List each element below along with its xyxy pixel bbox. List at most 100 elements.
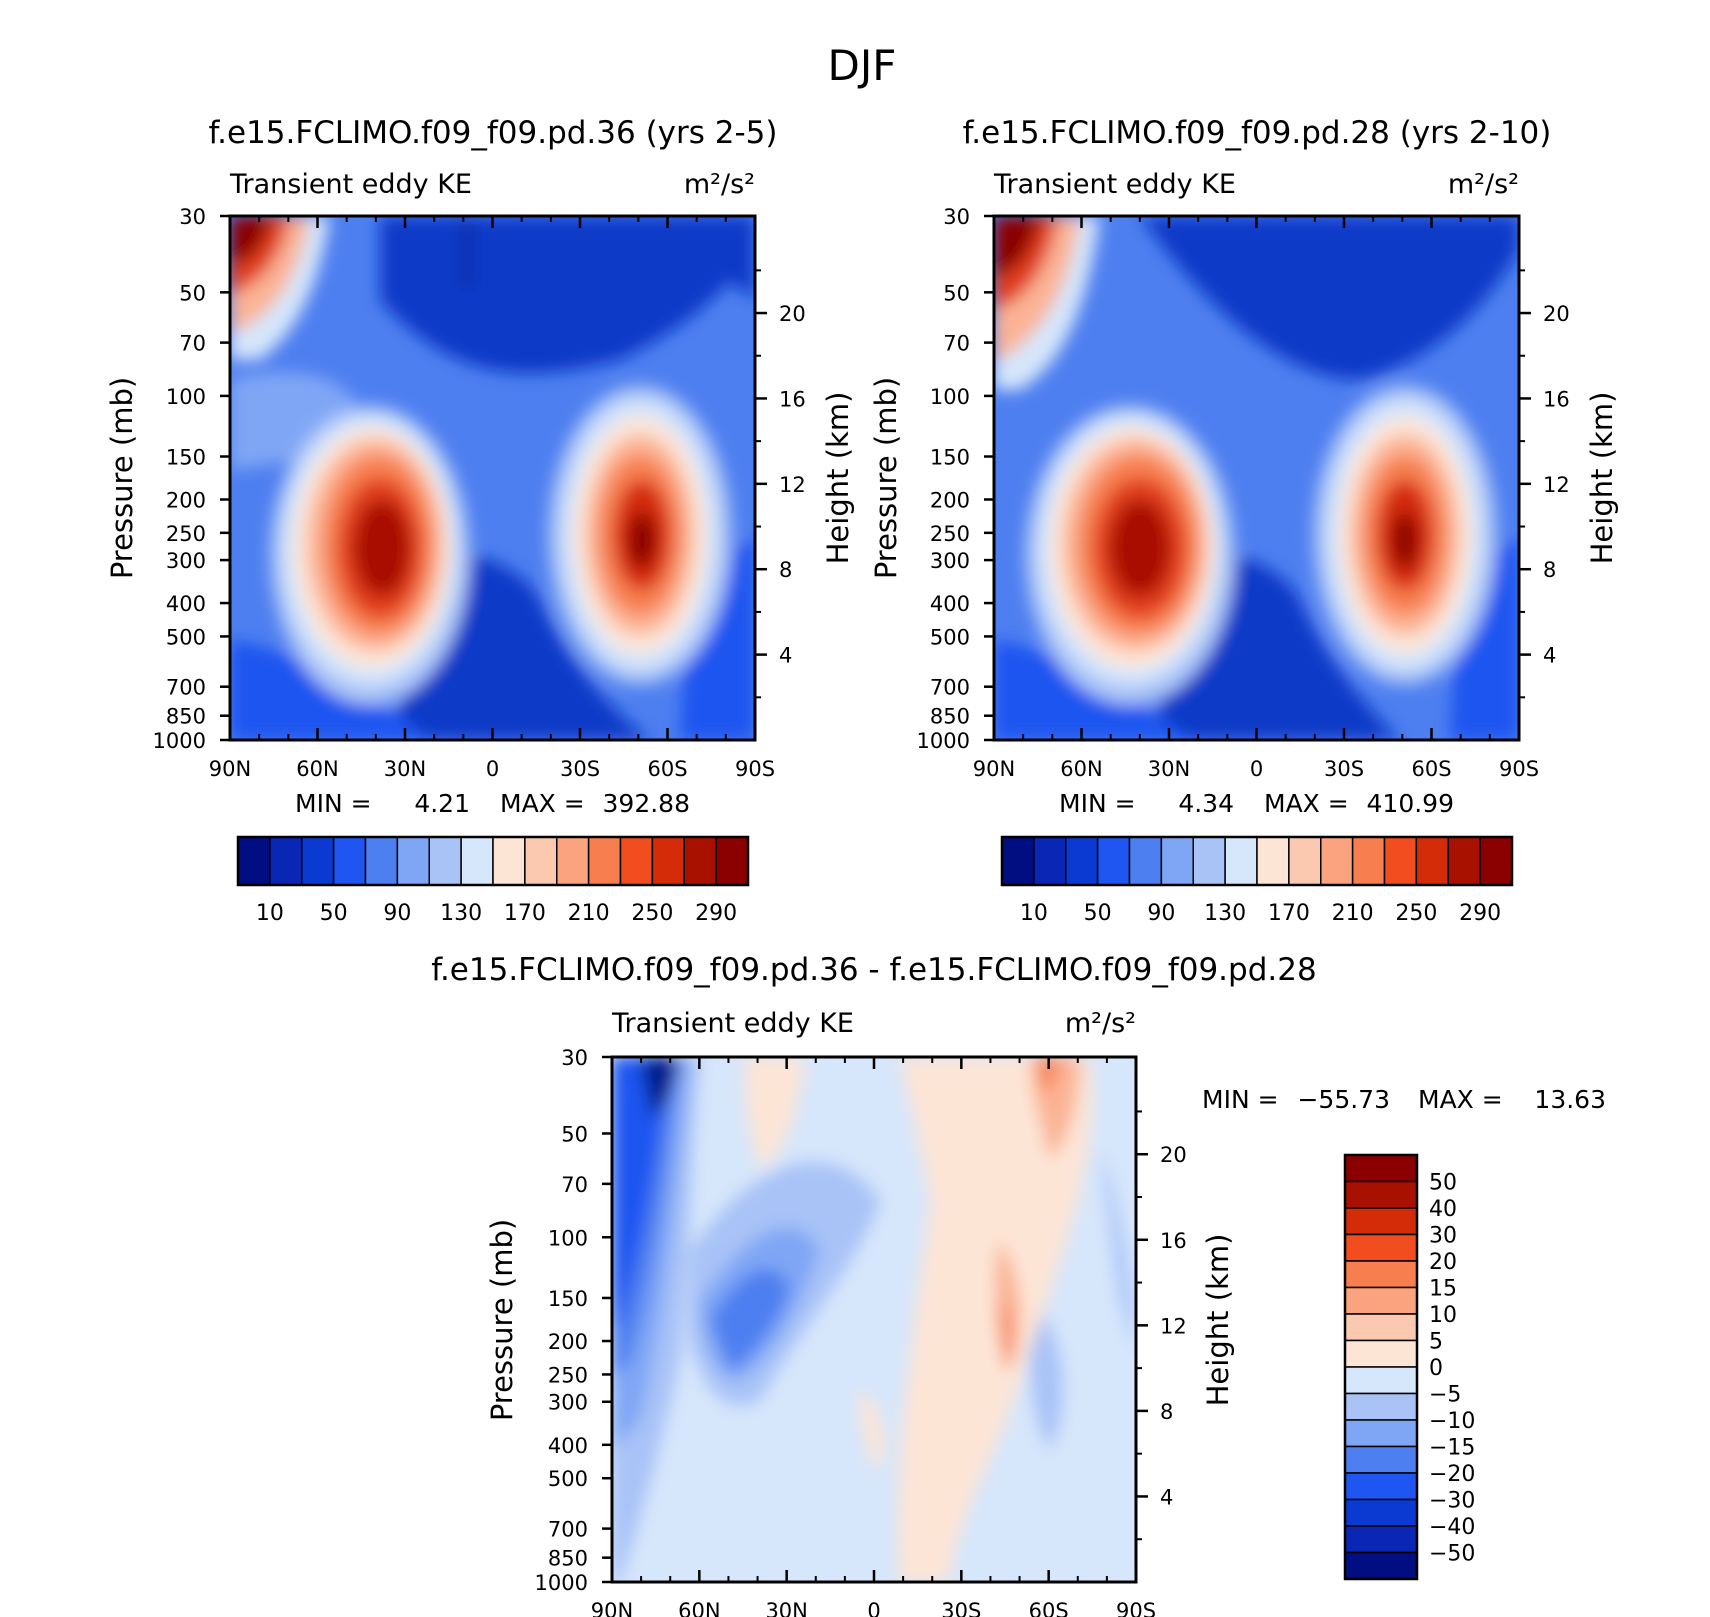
panel-a-units: m²/s² [684,169,755,200]
y-tick-label: 300 [548,1391,588,1415]
y-right-tick-label: 20 [1160,1143,1187,1167]
colorbar-swatch [1224,836,1258,886]
x-tick-label: 60N [678,1599,720,1617]
y-right-tick-label: 4 [779,644,792,668]
y-tick-label: 400 [930,592,970,616]
y-right-tick-label: 4 [1160,1485,1173,1509]
panel-a-colorbar: 10 50 90 130 170 210 250 290 [236,835,750,926]
y-tick-label: 850 [930,705,970,729]
x-tick-label: 30N [765,1599,807,1617]
colorbar-label: 5 [1429,1330,1443,1355]
colorbar-frame [236,835,750,887]
panel-a-contours [230,216,755,740]
colorbar-swatch [1479,836,1513,886]
panel-b: f.e15.FCLIMO.f09_f09.pd.28 (yrs 2-10) Tr… [869,115,1619,926]
panel-c-contours [612,1057,1136,1582]
panel-b-min-label: MIN = [1059,789,1136,818]
panel-a-min-value: 4.21 [414,789,470,818]
x-tick-label: 60S [647,757,687,781]
y-tick-label: 250 [930,522,970,546]
colorbar-label: 170 [504,901,546,926]
x-tick-label: 60N [1060,757,1102,781]
panel-c-ylabel: Pressure (mb) [485,1219,519,1421]
colorbar-label: 210 [568,901,610,926]
x-tick-label: 90N [973,757,1015,781]
y-tick-label: 50 [943,281,970,305]
y-right-tick-label: 12 [1543,473,1570,497]
y-tick-label: 700 [166,676,206,700]
y-tick-label: 300 [930,549,970,573]
x-tick-label: 90S [735,757,775,781]
colorbar-swatch [1256,836,1290,886]
colorbar-swatch [683,836,717,886]
x-tick-label: 90S [1116,1599,1156,1617]
panel-a-ylabel-right: Height (km) [821,392,855,565]
y-right-tick-label: 20 [1543,302,1570,326]
y-tick-label: 50 [179,281,206,305]
colorbar-label: −20 [1429,1462,1475,1487]
y-tick-label: 300 [166,549,206,573]
colorbar-label: 10 [1429,1303,1457,1328]
x-tick-label: 90N [591,1599,633,1617]
colorbar-label: 10 [256,901,284,926]
y-right-tick-label: 16 [779,387,806,411]
y-tick-label: 400 [548,1434,588,1458]
y-tick-label: 200 [930,488,970,512]
colorbar-frame [1000,835,1514,887]
colorbar-swatch [1192,836,1226,886]
colorbar-label: 30 [1429,1224,1457,1249]
x-tick-label: 90S [1499,757,1539,781]
colorbar-swatch [1344,1366,1418,1395]
y-tick-label: 500 [166,625,206,649]
colorbar-label: 90 [1147,901,1175,926]
y-tick-label: 50 [561,1122,588,1146]
colorbar-swatch [1344,1207,1418,1236]
colorbar-swatch [1344,1313,1418,1342]
colorbar-label: 10 [1020,901,1048,926]
colorbar-label: −10 [1429,1409,1475,1434]
colorbar-label: 130 [440,901,482,926]
panel-b-title: f.e15.FCLIMO.f09_f09.pd.28 (yrs 2-10) [963,115,1552,151]
y-tick-label: 250 [548,1363,588,1387]
colorbar-label: 20 [1429,1250,1457,1275]
colorbar-swatch [1344,1233,1418,1262]
x-tick-label: 90N [209,757,251,781]
y-tick-label: 100 [166,385,206,409]
panel-b-field [994,216,1519,740]
panel-c: f.e15.FCLIMO.f09_f09.pd.36 - f.e15.FCLIM… [431,952,1606,1617]
colorbar-swatch [1288,836,1322,886]
y-tick-label: 850 [166,705,206,729]
colorbar-swatch [1344,1525,1418,1554]
colorbar-label: 130 [1204,901,1246,926]
y-tick-label: 500 [930,625,970,649]
colorbar-swatch [1344,1419,1418,1448]
colorbar-swatch [1128,836,1163,886]
y-tick-label: 150 [166,446,206,470]
panel-b-contours [994,216,1519,740]
panel-c-ylabel-right: Height (km) [1201,1234,1235,1407]
y-tick-label: 1000 [917,729,970,753]
colorbar-label: 40 [1429,1197,1457,1222]
colorbar-label: 50 [1429,1171,1457,1196]
colorbar-swatch [364,836,399,886]
y-tick-label: 250 [166,522,206,546]
x-tick-label: 0 [486,757,499,781]
y-tick-label: 700 [548,1518,588,1542]
panel-b-subtitle-left: Transient eddy KE [993,169,1236,200]
y-tick-label: 70 [179,332,206,356]
panel-b-ylabel-right: Height (km) [1585,392,1619,565]
colorbar-swatch [1344,1498,1418,1527]
colorbar-swatch [715,836,749,886]
colorbar-label: −15 [1429,1436,1475,1461]
y-tick-label: 1000 [535,1571,588,1595]
panel-b-ylabel: Pressure (mb) [869,377,903,579]
colorbar-swatch [1344,1339,1418,1368]
y-right-tick-label: 16 [1160,1229,1187,1253]
colorbar-swatch [460,836,494,886]
y-tick-label: 100 [930,385,970,409]
colorbar-label: −50 [1429,1542,1475,1567]
colorbar-swatch [1351,836,1386,886]
colorbar-swatch [651,836,685,886]
panel-c-min-label: MIN = [1202,1085,1279,1114]
y-right-tick-label: 20 [779,302,806,326]
